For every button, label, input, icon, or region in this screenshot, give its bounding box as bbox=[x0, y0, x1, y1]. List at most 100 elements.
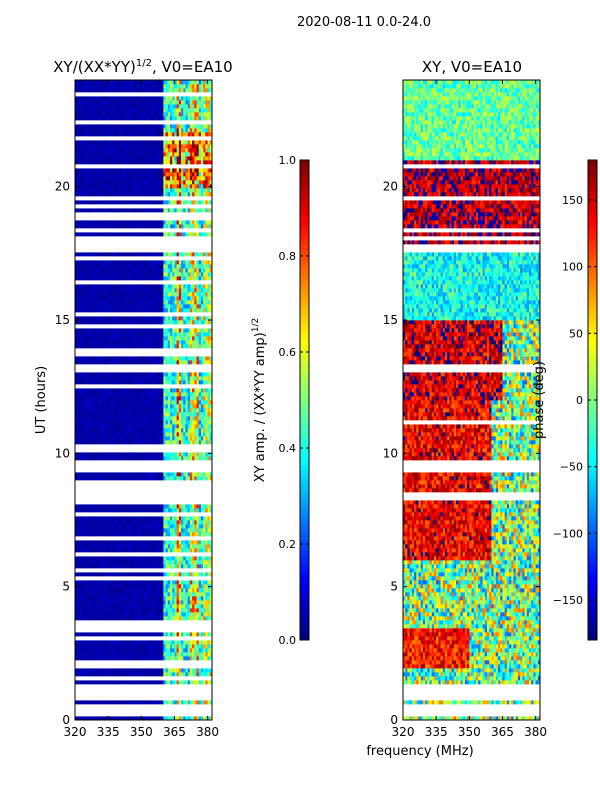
heatmap-cell bbox=[103, 520, 107, 525]
heatmap-cell bbox=[150, 296, 153, 301]
heatmap-cell bbox=[198, 336, 202, 341]
heatmap-cell bbox=[207, 428, 211, 433]
heatmap-cell bbox=[156, 608, 160, 613]
heatmap-cell bbox=[86, 436, 89, 441]
heatmap-cell bbox=[189, 376, 193, 381]
heatmap-cell bbox=[141, 596, 144, 601]
heatmap-cell bbox=[167, 332, 171, 337]
heatmap-cell bbox=[147, 320, 151, 325]
heatmap-cell bbox=[121, 656, 124, 661]
heatmap-cell bbox=[147, 376, 151, 381]
heatmap-cell bbox=[203, 668, 206, 673]
heatmap-cell bbox=[192, 604, 195, 609]
heatmap-cell bbox=[128, 284, 131, 289]
heatmap-cell bbox=[161, 276, 164, 281]
heatmap-cell bbox=[81, 420, 85, 425]
heatmap-cell bbox=[192, 356, 195, 361]
heatmap-cell bbox=[94, 408, 98, 413]
heatmap-cell bbox=[145, 380, 149, 385]
heatmap-cell bbox=[207, 376, 211, 381]
heatmap-cell bbox=[194, 580, 197, 585]
heatmap-cell bbox=[88, 616, 91, 621]
heatmap-cell bbox=[83, 656, 87, 661]
heatmap-cell bbox=[167, 432, 171, 437]
heatmap-cell bbox=[134, 328, 138, 333]
heatmap-cell bbox=[209, 420, 213, 425]
heatmap-cell bbox=[165, 372, 169, 377]
heatmap-cell bbox=[103, 548, 107, 553]
blank-row bbox=[75, 628, 212, 633]
heatmap-cell bbox=[119, 268, 122, 273]
heatmap-cell bbox=[165, 304, 169, 309]
heatmap-cell bbox=[114, 388, 118, 393]
heatmap-cell bbox=[147, 532, 151, 537]
heatmap-cell bbox=[75, 436, 78, 441]
heatmap-cell bbox=[94, 524, 98, 529]
heatmap-cell bbox=[163, 372, 166, 377]
heatmap-cell bbox=[130, 252, 133, 257]
heatmap-cell bbox=[125, 608, 129, 613]
heatmap-cell bbox=[90, 548, 94, 553]
heatmap-cell bbox=[119, 632, 122, 637]
heatmap-cell bbox=[114, 716, 118, 721]
heatmap-cell bbox=[88, 608, 91, 613]
heatmap-cell bbox=[154, 520, 158, 525]
heatmap-cell bbox=[77, 340, 80, 345]
heatmap-cell bbox=[105, 396, 109, 401]
heatmap-cell bbox=[141, 564, 144, 569]
heatmap-cell bbox=[130, 452, 133, 457]
heatmap-cell bbox=[185, 336, 189, 341]
heatmap-cell bbox=[101, 592, 105, 597]
heatmap-cell bbox=[207, 520, 211, 525]
heatmap-cell bbox=[90, 596, 94, 601]
heatmap-cell bbox=[97, 264, 100, 269]
heatmap-cell bbox=[121, 432, 124, 437]
heatmap-cell bbox=[101, 336, 105, 341]
heatmap-cell bbox=[154, 644, 158, 649]
heatmap-cell bbox=[105, 476, 109, 481]
heatmap-cell bbox=[161, 300, 164, 305]
heatmap-cell bbox=[194, 304, 197, 309]
heatmap-cell bbox=[194, 560, 197, 565]
heatmap-cell bbox=[145, 436, 149, 441]
heatmap-cell bbox=[161, 540, 164, 545]
heatmap-cell bbox=[194, 472, 197, 477]
heatmap-cell bbox=[185, 528, 189, 533]
heatmap-cell bbox=[196, 520, 200, 525]
heatmap-cell bbox=[79, 260, 82, 265]
heatmap-cell bbox=[90, 604, 94, 609]
heatmap-cell bbox=[147, 400, 151, 405]
heatmap-cell bbox=[110, 380, 113, 385]
heatmap-cell bbox=[152, 656, 155, 661]
heatmap-cell bbox=[103, 476, 107, 481]
heatmap-cell bbox=[77, 524, 80, 529]
heatmap-cell bbox=[108, 292, 111, 297]
heatmap-cell bbox=[174, 656, 177, 661]
heatmap-cell bbox=[174, 668, 177, 673]
heatmap-cell bbox=[134, 424, 138, 429]
heatmap-cell bbox=[119, 616, 122, 621]
heatmap-cell bbox=[176, 608, 180, 613]
heatmap-cell bbox=[178, 452, 182, 457]
heatmap-cell bbox=[90, 416, 94, 421]
heatmap-cell bbox=[103, 344, 107, 349]
heatmap-cell bbox=[105, 332, 109, 337]
heatmap-cell bbox=[79, 632, 82, 637]
heatmap-cell bbox=[196, 388, 200, 393]
heatmap-cell bbox=[83, 596, 87, 601]
heatmap-cell bbox=[203, 532, 206, 537]
heatmap-cell bbox=[83, 452, 87, 457]
heatmap-cell bbox=[97, 308, 100, 313]
heatmap-cell bbox=[154, 504, 158, 509]
heatmap-cell bbox=[165, 320, 169, 325]
heatmap-cell bbox=[143, 276, 147, 281]
heatmap-cell bbox=[94, 308, 98, 313]
heatmap-cell bbox=[198, 584, 202, 589]
heatmap-cell bbox=[130, 232, 133, 237]
heatmap-cell bbox=[181, 532, 184, 537]
heatmap-cell bbox=[145, 260, 149, 265]
heatmap-cell bbox=[156, 372, 160, 377]
heatmap-cell bbox=[79, 544, 82, 549]
heatmap-cell bbox=[116, 376, 120, 381]
heatmap-cell bbox=[167, 516, 171, 521]
